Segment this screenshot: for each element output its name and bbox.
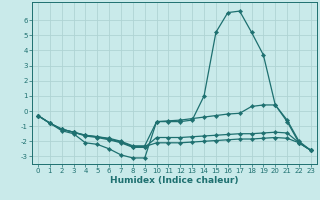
X-axis label: Humidex (Indice chaleur): Humidex (Indice chaleur) — [110, 176, 239, 185]
